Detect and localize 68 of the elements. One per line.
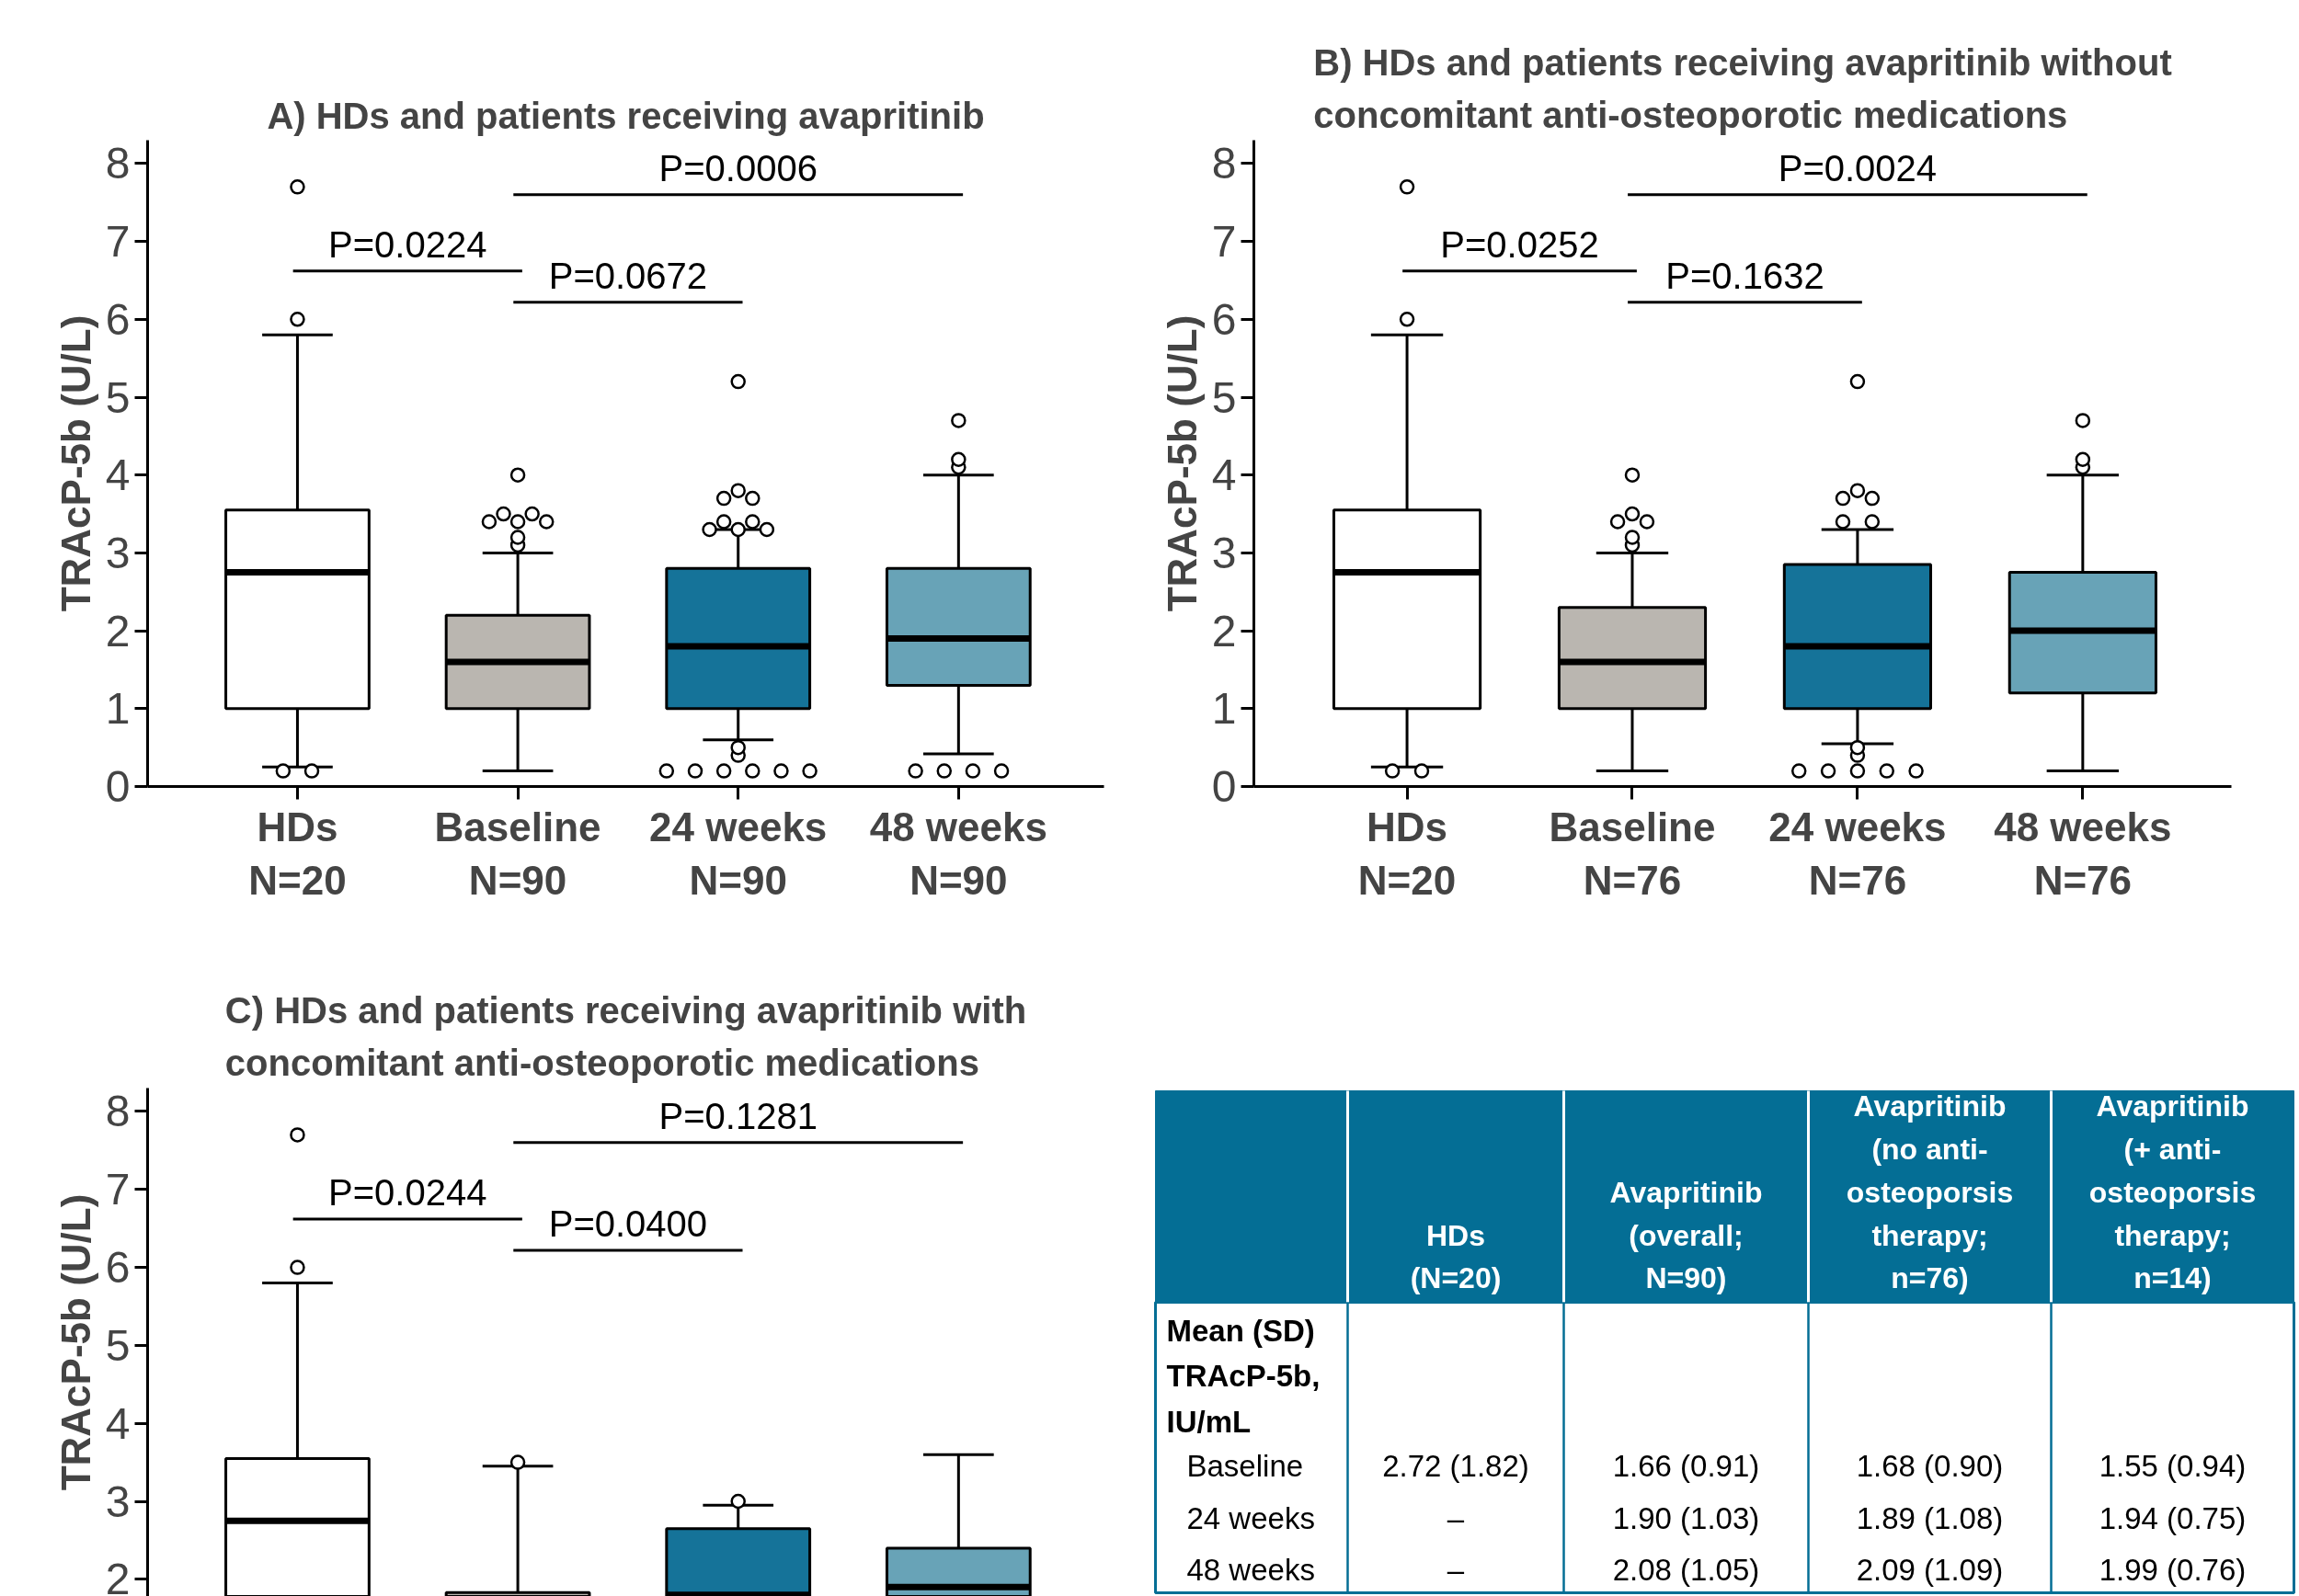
y-tick-label: 2 xyxy=(105,606,131,656)
annotation: P=0.0006 xyxy=(658,148,818,189)
category-label: Avapritinib (+ anti- osteoporsis therapy; n=14) xyxy=(2088,1089,2257,1295)
x-tick-label: HDs N=20 xyxy=(1357,804,1457,904)
y-tick-label: 1 xyxy=(105,684,131,734)
y-tick-label: 5 xyxy=(105,1320,131,1370)
annotation: P=0.0672 xyxy=(548,255,708,296)
text: 2.08 (1.05) xyxy=(1612,1553,1760,1587)
y-tick-label: 7 xyxy=(105,1165,131,1214)
y-tick-label: 3 xyxy=(105,1476,131,1526)
y-tick-label: 8 xyxy=(105,1087,131,1136)
y-tick-label: 4 xyxy=(105,450,131,500)
y-axis-title: TRAcP-5b (U/L) xyxy=(52,1193,98,1491)
y-tick-label: 8 xyxy=(1211,139,1237,188)
y-tick-label: 3 xyxy=(1211,528,1237,577)
text: 1.99 (0.76) xyxy=(2099,1553,2247,1587)
y-tick-label: 6 xyxy=(105,294,131,344)
x-tick-label: HDs N=20 xyxy=(248,804,347,904)
y-axis-title: TRAcP-5b (U/L) xyxy=(1159,314,1205,612)
text: 2.72 (1.82) xyxy=(1382,1449,1529,1483)
text: 1.90 (1.03) xyxy=(1612,1500,1760,1535)
x-tick-label: 48 weeks N=90 xyxy=(869,804,1047,904)
annotation: P=0.1632 xyxy=(1665,255,1824,296)
y-tick-label: 1 xyxy=(1211,684,1237,734)
x-tick-label: 24 weeks N=90 xyxy=(649,804,828,904)
annotation: P=0.0252 xyxy=(1440,224,1599,266)
y-tick-label: 5 xyxy=(105,372,131,422)
chart-title: A) HDs and patients receiving avapritinib xyxy=(267,95,985,136)
category-label: Baseline xyxy=(1186,1449,1304,1483)
annotation: P=0.0244 xyxy=(328,1172,487,1214)
annotation: P=0.0024 xyxy=(1778,148,1938,189)
x-tick-label: 48 weeks N=76 xyxy=(1994,804,2172,904)
category-label: HDs (N=20) xyxy=(1410,1218,1502,1295)
category-label: Avapritinib (no anti- osteoporsis therapy; n=76) xyxy=(1846,1089,2014,1295)
y-tick-label: 2 xyxy=(105,1555,131,1596)
text: 1.66 (0.91) xyxy=(1612,1449,1760,1483)
y-tick-label: 4 xyxy=(1211,450,1237,500)
y-tick-label: 6 xyxy=(1211,294,1237,344)
text: 1.68 (0.90) xyxy=(1856,1449,2004,1483)
y-tick-label: 2 xyxy=(1211,606,1237,656)
text: 2.09 (1.09) xyxy=(1856,1553,2004,1587)
y-tick-label: 4 xyxy=(105,1398,131,1448)
y-tick-label: 8 xyxy=(105,139,131,188)
chart-title: C) HDs and patients receiving avapritinib with concomitant anti-osteoporotic medications xyxy=(224,990,1027,1084)
y-tick-label: 5 xyxy=(1211,372,1237,422)
chart-title: B) HDs and patients receiving avapritinib without concomitant anti-osteoporotic medications xyxy=(1313,42,2172,136)
text: – xyxy=(1447,1500,1465,1535)
annotation: P=0.1281 xyxy=(658,1096,818,1137)
y-tick-label: 7 xyxy=(105,217,131,267)
y-axis-title: TRAcP-5b (U/L) xyxy=(52,314,98,612)
category-label: 24 weeks xyxy=(1186,1500,1315,1535)
x-tick-label: 24 weeks N=76 xyxy=(1768,804,1947,904)
category-label: 48 weeks xyxy=(1186,1553,1315,1587)
text: 1.94 (0.75) xyxy=(2099,1500,2247,1535)
y-tick-label: 7 xyxy=(1211,217,1237,267)
annotation: P=0.0224 xyxy=(328,224,487,266)
x-tick-label: Baseline N=90 xyxy=(434,804,601,904)
y-tick-label: 3 xyxy=(105,528,131,577)
text: 1.55 (0.94) xyxy=(2099,1449,2247,1483)
text: 1.89 (1.08) xyxy=(1856,1500,2004,1535)
category-label: Mean (SD) TRAcP-5b, IU/mL xyxy=(1166,1313,1321,1440)
text: – xyxy=(1447,1553,1465,1587)
y-tick-label: 6 xyxy=(105,1243,131,1293)
category-label: Avapritinib (overall; N=90) xyxy=(1609,1175,1763,1295)
annotation: P=0.0400 xyxy=(548,1203,708,1245)
y-tick-label: 0 xyxy=(1211,762,1237,811)
y-tick-label: 0 xyxy=(105,762,131,811)
x-tick-label: Baseline N=76 xyxy=(1549,804,1716,904)
